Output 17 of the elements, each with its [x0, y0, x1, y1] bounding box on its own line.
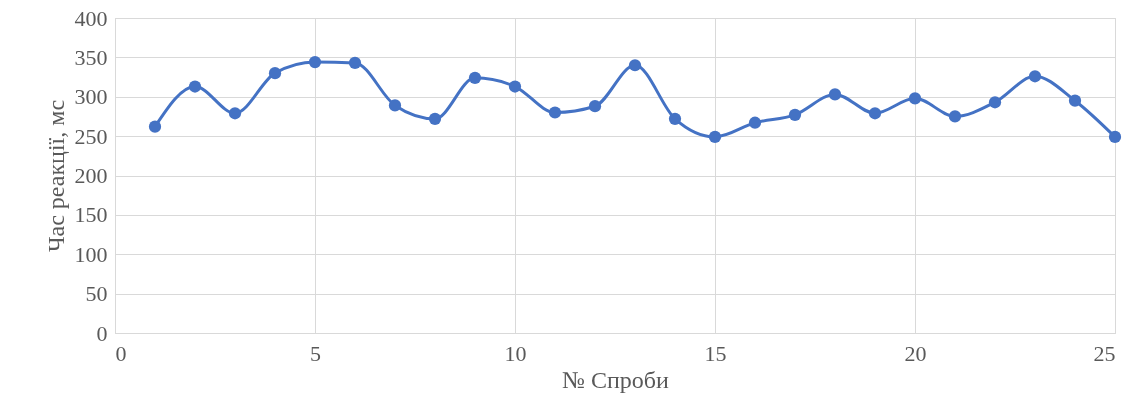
y-axis-title: Час реакції, мс — [42, 99, 69, 253]
y-tick-label: 400 — [74, 5, 108, 31]
x-tick-label: 10 — [504, 340, 527, 366]
y-tick-label: 0 — [96, 320, 108, 346]
x-tick-label: 15 — [704, 340, 727, 366]
y-tick-label: 350 — [74, 44, 108, 70]
y-tick-label: 150 — [74, 202, 108, 228]
y-tick-label: 250 — [74, 123, 108, 149]
y-tick-label: 300 — [74, 84, 108, 110]
x-tick-label: 20 — [904, 340, 927, 366]
y-tick-label: 200 — [74, 163, 108, 188]
x-tick-label: 0 — [115, 340, 127, 366]
y-tick-label: 100 — [74, 241, 108, 267]
y-tick-label: 50 — [85, 281, 108, 307]
x-axis-title: № Спроби — [562, 366, 670, 393]
x-tick-label: 25 — [1093, 340, 1116, 366]
x-tick-label: 5 — [310, 340, 321, 366]
